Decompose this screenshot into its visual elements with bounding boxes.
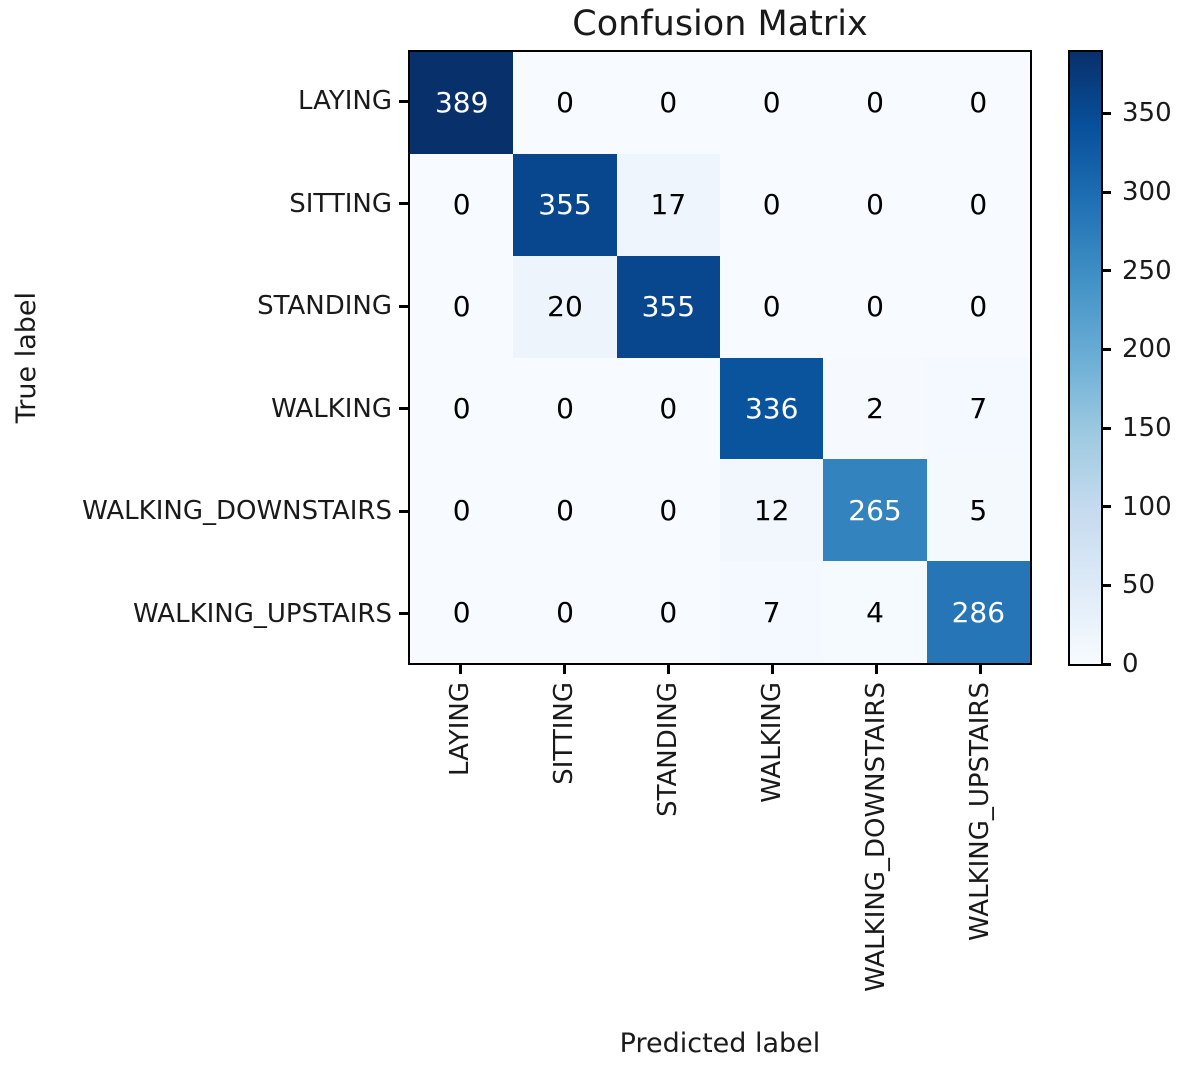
x-axis-tick <box>770 665 774 674</box>
colorbar-tick-label: 200 <box>1122 334 1172 365</box>
colorbar-tick-label: 50 <box>1122 570 1156 601</box>
colorbar-tick-label: 250 <box>1122 255 1172 286</box>
y-axis-label: True label <box>6 50 46 665</box>
x-tick-label: LAYING <box>445 682 475 776</box>
y-axis-tick <box>399 509 408 513</box>
matrix-cell: 7 <box>720 561 824 663</box>
y-tick-label: LAYING <box>298 86 392 117</box>
matrix-cell: 2 <box>823 357 927 460</box>
matrix-cell: 0 <box>410 255 514 358</box>
y-axis-tick <box>399 407 408 411</box>
matrix-cell: 0 <box>616 357 720 460</box>
y-tick-label: WALKING_DOWNSTAIRS <box>82 496 392 527</box>
colorbar-tick-label: 300 <box>1122 177 1172 208</box>
matrix-cell: 0 <box>926 153 1030 256</box>
x-axis-label: Predicted label <box>619 1028 821 1059</box>
matrix-cell: 7 <box>926 357 1030 460</box>
colorbar <box>1068 50 1103 666</box>
matrix-cell: 0 <box>513 561 617 663</box>
matrix-cell: 286 <box>926 561 1030 663</box>
colorbar-tick-label: 350 <box>1122 98 1172 129</box>
matrix-cell: 17 <box>616 153 720 256</box>
matrix-cell: 0 <box>720 153 824 256</box>
matrix-cell: 0 <box>823 255 927 358</box>
colorbar-tick <box>1103 662 1111 666</box>
colorbar-tick <box>1103 583 1111 587</box>
y-axis-tick <box>399 99 408 103</box>
matrix-cell: 0 <box>410 357 514 460</box>
matrix-cell: 355 <box>513 153 617 256</box>
matrix-cell: 0 <box>616 459 720 562</box>
x-axis-tick <box>978 665 982 674</box>
x-axis-tick <box>666 665 670 674</box>
matrix-cell: 20 <box>513 255 617 358</box>
y-axis-tick <box>399 304 408 308</box>
matrix-cell: 265 <box>823 459 927 562</box>
matrix-cell: 0 <box>823 153 927 256</box>
x-tick-label: STANDING <box>653 682 683 817</box>
matrix-cell: 5 <box>926 459 1030 562</box>
matrix-cell: 0 <box>823 52 927 154</box>
y-axis-tick <box>399 612 408 616</box>
matrix-cell: 0 <box>410 561 514 663</box>
colorbar-tick <box>1103 111 1111 115</box>
x-axis-tick <box>874 665 878 674</box>
x-axis-tick <box>562 665 566 674</box>
matrix-cell: 0 <box>513 357 617 460</box>
colorbar-tick <box>1103 190 1111 194</box>
matrix-cell: 0 <box>926 52 1030 154</box>
heatmap-plot-area: 389 0 0 0 0 0 0 355 17 0 0 0 0 20 355 0 0 0 0 0 0 336 2 7 0 0 0 12 2… <box>408 50 1032 665</box>
colorbar-tick-label: 100 <box>1122 491 1172 522</box>
x-axis-tick <box>458 665 462 674</box>
matrix-cell: 355 <box>616 255 720 358</box>
matrix-cell: 0 <box>513 459 617 562</box>
colorbar-tick-label: 150 <box>1122 413 1172 443</box>
colorbar-tick <box>1103 426 1111 430</box>
colorbar-tick <box>1103 505 1111 509</box>
x-tick-label: WALKING_UPSTAIRS <box>965 682 995 941</box>
y-axis-tick <box>399 202 408 206</box>
matrix-cell: 0 <box>513 52 617 154</box>
y-tick-label: WALKING_UPSTAIRS <box>133 598 392 629</box>
matrix-cell: 0 <box>616 561 720 663</box>
x-tick-label: SITTING <box>549 682 579 785</box>
matrix-cell: 4 <box>823 561 927 663</box>
y-tick-label: WALKING <box>271 393 392 424</box>
matrix-cell: 389 <box>410 52 514 154</box>
colorbar-tick-label: 0 <box>1122 649 1139 679</box>
matrix-cell: 336 <box>720 357 824 460</box>
matrix-cell: 0 <box>616 52 720 154</box>
y-tick-label: SITTING <box>289 188 392 219</box>
y-tick-label: STANDING <box>257 291 392 322</box>
colorbar-tick <box>1103 269 1111 273</box>
matrix-cell: 0 <box>720 52 824 154</box>
x-tick-label: WALKING_DOWNSTAIRS <box>861 682 891 992</box>
matrix-cell: 0 <box>410 153 514 256</box>
matrix-cell: 0 <box>720 255 824 358</box>
colorbar-tick <box>1103 347 1111 351</box>
matrix-cell: 0 <box>410 459 514 562</box>
chart-title: Confusion Matrix <box>572 4 868 44</box>
matrix-cell: 0 <box>926 255 1030 358</box>
x-tick-label: WALKING <box>757 682 787 803</box>
matrix-cell: 12 <box>720 459 824 562</box>
